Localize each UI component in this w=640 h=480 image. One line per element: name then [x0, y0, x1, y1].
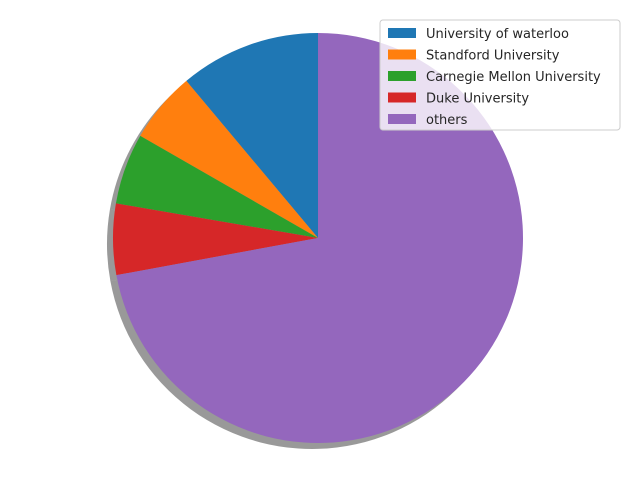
pie-slice-carnegie-mellon-university	[115, 135, 318, 238]
legend-swatch-carnegie-mellon-university	[388, 71, 416, 81]
legend-swatch-duke-university	[388, 92, 416, 103]
pie-slice-duke-university	[112, 203, 318, 276]
legend-swatch-university-of-waterloo	[388, 28, 416, 38]
legend-label-carnegie-mellon-university: Carnegie Mellon University	[426, 70, 601, 85]
legend-swatch-standford-university	[388, 49, 416, 60]
pie-slice-university-of-waterloo	[186, 33, 318, 238]
legend-label-others: others	[426, 113, 468, 128]
legend-label-university-of-waterloo: University of waterloo	[426, 27, 569, 42]
pie-slices	[112, 33, 523, 443]
legend: University of waterloo Standford Universi…	[379, 19, 621, 131]
pie-slice-others	[116, 33, 523, 443]
legend-frame	[379, 19, 621, 131]
legend-label-standford-university: Standford University	[426, 49, 560, 64]
legend-label-duke-university: Duke University	[426, 92, 529, 107]
legend-swatch-others	[388, 114, 416, 124]
pie-slice-standford-university	[140, 80, 318, 239]
